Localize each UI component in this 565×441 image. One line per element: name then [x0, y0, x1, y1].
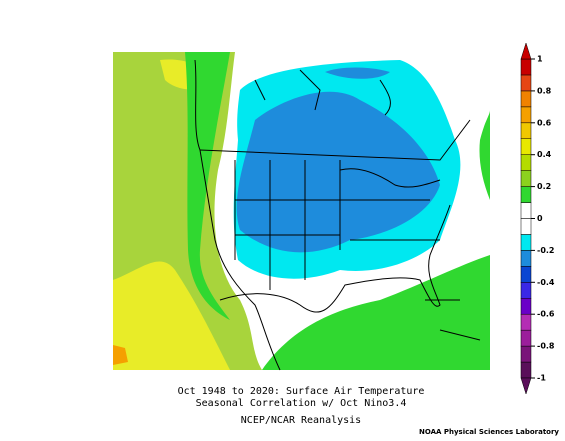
colorbar-tick-label: 0: [537, 214, 543, 223]
source: NCEP/NCAR Reanalysis: [241, 415, 361, 426]
colorbar-tick-label: 0.6: [537, 118, 552, 127]
green-region: [185, 52, 230, 320]
colorbar-segment: [520, 361, 532, 379]
colorbar-tick-label: -1: [537, 374, 546, 383]
colorbar-tick-label: 1: [537, 55, 543, 64]
colorbar-segment: [520, 234, 532, 251]
credit: NOAA Physical Sciences Laboratory: [419, 428, 559, 436]
colorbar-arrow-bottom: [520, 377, 532, 395]
title-line: Seasonal Correlation w/ Oct Nino3.4: [196, 398, 407, 409]
green-region: [479, 110, 490, 200]
green-region: [262, 255, 490, 370]
colorbar-segment: [520, 202, 532, 219]
colorbar-segment: [520, 266, 532, 283]
colorbar-segment: [520, 298, 532, 315]
colorbar-segment: [520, 313, 532, 331]
colorbar-segment: [520, 282, 532, 299]
colorbar-segment: [520, 186, 532, 203]
boundaries: [194, 59, 481, 371]
colorbar-segment: [520, 250, 532, 267]
colorbar-segment: [520, 74, 532, 92]
yellow-region: [113, 261, 230, 370]
colorbar: 1 0.8 0.6 0.4 0.2 0 -0.2 -0.4 -0.6 -0.8 -1: [520, 42, 555, 395]
colorbar-segment: [520, 345, 532, 363]
colorbar-tick-label: 0.4: [537, 150, 552, 159]
colorbar-segment: [520, 58, 532, 76]
colorbar-segment: [520, 170, 532, 187]
title-line: Oct 1948 to 2020: Surface Air Temperatur…: [178, 386, 425, 397]
colorbar-arrow-top: [520, 42, 532, 60]
orange-region: [113, 345, 128, 365]
blue-region: [325, 67, 390, 79]
colorbar-tick-label: -0.8: [537, 342, 555, 351]
colorbar-tick-label: 0.8: [537, 86, 552, 95]
colorbar-segment: [520, 218, 532, 235]
colorbar-tick-label: -0.6: [537, 310, 555, 319]
colorbar-tick-label: -0.4: [537, 278, 555, 287]
colorbar-tick-label: 0.2: [537, 182, 551, 191]
colorbar-tick-label: -0.2: [537, 246, 555, 255]
colorbar-segment: [520, 154, 532, 171]
colorbar-segment: [520, 329, 532, 347]
blue-region: [236, 91, 440, 253]
colorbar-segment: [520, 122, 532, 140]
colorbar-segment: [520, 106, 532, 124]
map: [113, 52, 490, 371]
colorbar-segment: [520, 138, 532, 155]
colorbar-segment: [520, 90, 532, 108]
